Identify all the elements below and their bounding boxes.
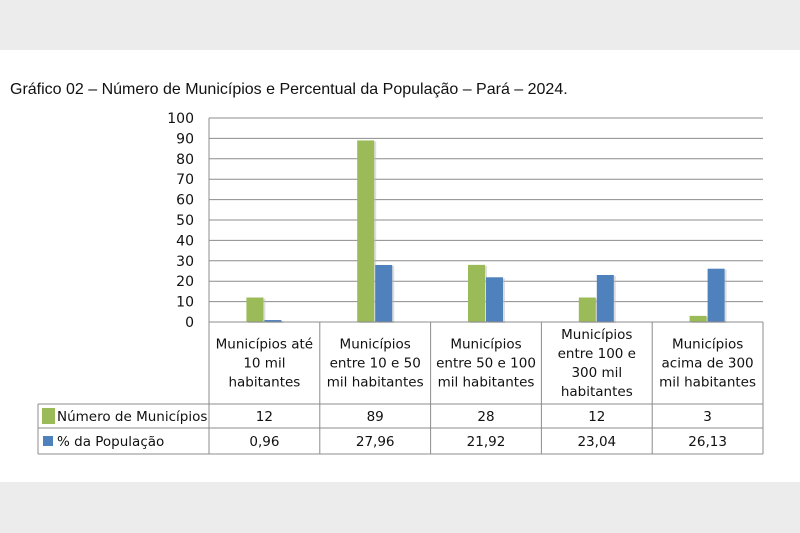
y-tick-label: 20 [176, 274, 194, 290]
table-value: 12 [256, 409, 273, 425]
table-value: 3 [703, 409, 712, 425]
y-tick-label: 30 [176, 254, 194, 270]
bar-municipios [468, 264, 485, 322]
category-label: entre 10 e 50 [330, 356, 421, 372]
table-value: 0,96 [249, 434, 279, 450]
category-label: mil habitantes [327, 375, 424, 391]
legend-label: % da População [57, 434, 164, 450]
table-value: 28 [477, 409, 494, 425]
y-tick-label: 100 [167, 111, 194, 127]
table-value: 12 [588, 409, 605, 425]
bar-municipios [246, 297, 264, 322]
bar-municipios [578, 297, 596, 322]
table-value: 89 [367, 409, 384, 425]
y-tick-label: 40 [176, 233, 194, 249]
category-label: Municípios [340, 337, 411, 353]
category-label: habitantes [228, 375, 300, 391]
category-label: acima de 300 [662, 356, 754, 372]
legend-swatch-municipios [42, 408, 55, 424]
category-label: habitantes [561, 384, 633, 400]
table-value: 23,04 [577, 434, 616, 450]
category-label: Municípios até [216, 337, 313, 353]
bar-populacao [596, 274, 614, 322]
category-label: mil habitantes [438, 375, 535, 391]
y-tick-label: 80 [176, 152, 194, 168]
y-tick-label: 70 [176, 172, 194, 188]
y-tick-label: 90 [176, 131, 194, 147]
bar-populacao [707, 268, 725, 322]
bar-populacao [264, 320, 282, 322]
table-value: 27,96 [356, 434, 395, 450]
category-label: 10 mil [243, 356, 285, 372]
category-label: mil habitantes [659, 375, 756, 391]
y-tick-label: 10 [176, 295, 194, 311]
y-tick-label: 60 [176, 193, 194, 209]
category-label: 300 mil [571, 365, 622, 381]
y-tick-label: 50 [176, 213, 194, 229]
bar-populacao [486, 277, 503, 322]
legend-swatch-populacao [43, 436, 53, 446]
category-label: Municípios [672, 337, 743, 353]
category-label: Municípios [450, 337, 521, 353]
category-label: entre 100 e [558, 346, 636, 362]
bar-municipios [689, 315, 707, 322]
bar-populacao [375, 264, 393, 322]
table-value: 26,13 [688, 434, 727, 450]
table-value: 21,92 [467, 434, 506, 450]
category-label: Municípios [561, 327, 632, 343]
y-tick-label: 0 [185, 315, 194, 331]
page-background [0, 50, 800, 482]
legend-label: Número de Municípios [57, 409, 207, 425]
bar-municipios [357, 140, 375, 322]
chart-title: Gráfico 02 – Número de Municípios e Perc… [10, 81, 568, 98]
category-label: entre 50 e 100 [436, 356, 536, 372]
